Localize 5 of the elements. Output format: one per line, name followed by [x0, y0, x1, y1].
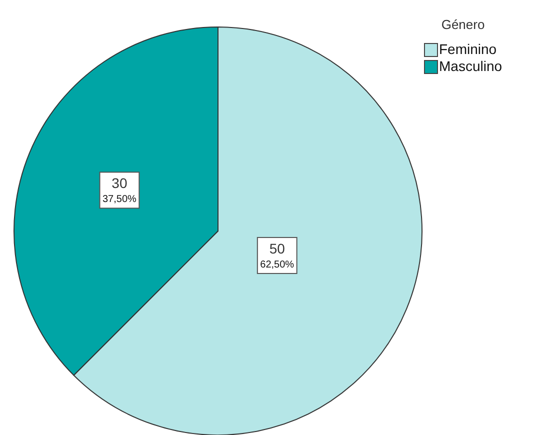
legend-title: Género: [441, 17, 485, 33]
data-label: 50 62,50%: [260, 240, 294, 270]
legend-label: Feminino: [439, 41, 497, 58]
data-label: 30 37,50%: [102, 175, 137, 206]
legend-label: Masculino: [439, 58, 502, 75]
